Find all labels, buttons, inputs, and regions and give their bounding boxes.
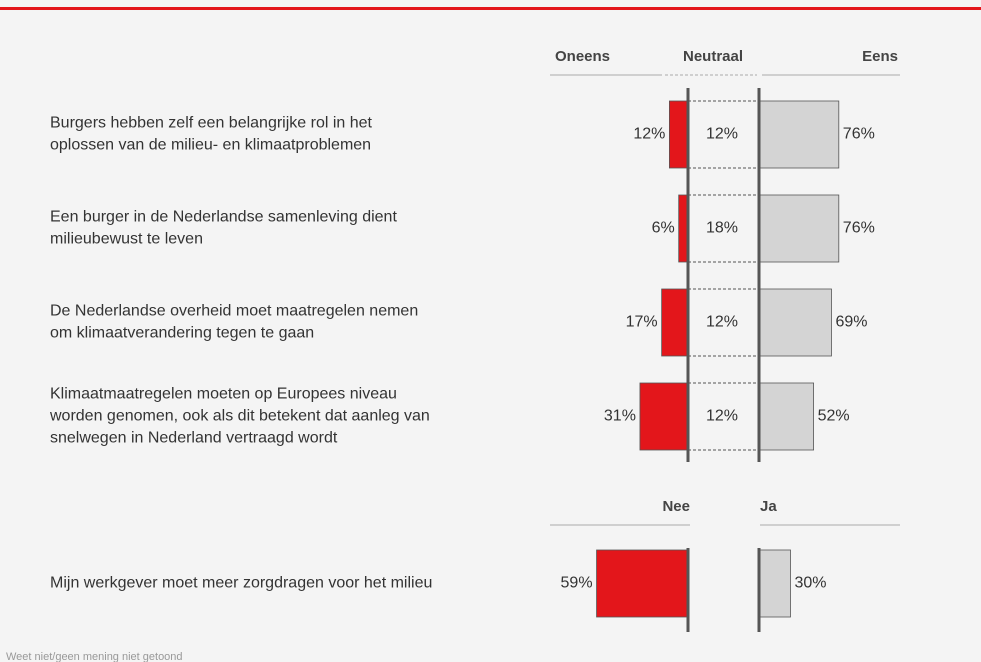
bar-positive	[758, 288, 832, 357]
bar-positive	[758, 549, 791, 618]
value-label: 6%	[652, 220, 675, 237]
value-label: 18%	[706, 220, 738, 237]
category-label: Burgers hebben zelf een belangrijke rol …	[50, 115, 373, 132]
top-rule	[0, 7, 981, 10]
category-label: oplossen van de milieu- en klimaatproble…	[50, 137, 371, 154]
category-label: snelwegen in Nederland vertraagd wordt	[50, 430, 338, 447]
category-label: De Nederlandse overheid moet maatregelen…	[50, 303, 418, 320]
value-label: 12%	[706, 408, 738, 425]
category-label: worden genomen, ook als dit betekent dat…	[49, 408, 430, 425]
category-label: Klimaatmaatregelen moeten op Europees ni…	[50, 386, 397, 403]
value-label: 12%	[706, 314, 738, 331]
value-label: 69%	[835, 314, 867, 331]
header: Oneens	[555, 48, 610, 65]
footnote: Weet niet/geen mening niet getoond	[6, 651, 183, 662]
value-label: 52%	[818, 408, 850, 425]
category-label: milieubewust te leven	[50, 231, 203, 248]
value-label: 30%	[795, 575, 827, 592]
category-label: Een burger in de Nederlandse samenleving…	[50, 209, 397, 226]
header: Neutraal	[683, 48, 743, 65]
value-label: 12%	[706, 126, 738, 143]
header: Nee	[662, 498, 690, 515]
value-label: 59%	[561, 575, 593, 592]
bar-negative	[639, 382, 689, 451]
header: Eens	[862, 48, 898, 65]
bar-negative	[669, 100, 689, 169]
value-label: 76%	[843, 220, 875, 237]
category-label: Mijn werkgever moet meer zorgdragen voor…	[50, 575, 432, 592]
bar-positive	[758, 100, 840, 169]
value-label: 17%	[626, 314, 658, 331]
bar-positive	[758, 382, 814, 451]
bar-negative	[661, 288, 689, 357]
value-label: 12%	[633, 126, 665, 143]
category-label: om klimaatverandering tegen te gaan	[50, 325, 314, 342]
bar-positive	[758, 194, 840, 263]
value-label: 31%	[604, 408, 636, 425]
header: Ja	[760, 498, 777, 515]
bar-negative	[596, 549, 689, 618]
value-label: 76%	[843, 126, 875, 143]
